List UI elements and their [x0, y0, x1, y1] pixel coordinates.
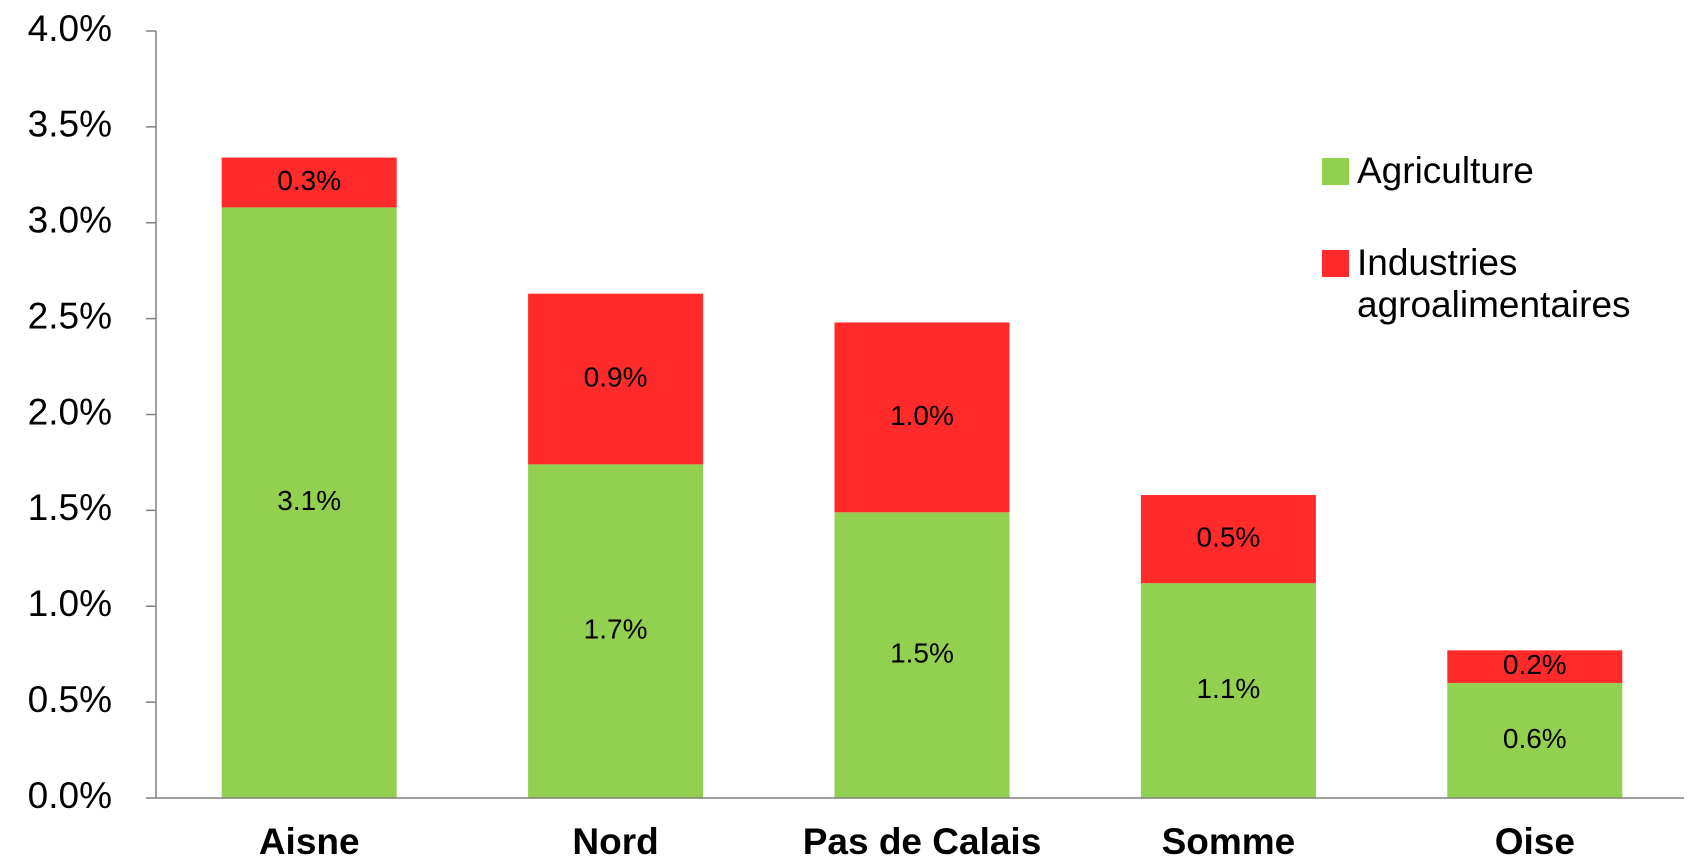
y-tick-label: 1.5% — [28, 487, 112, 528]
bar-segment — [1447, 650, 1623, 683]
legend: Agriculture Industries agroalimentaires — [1322, 150, 1692, 376]
legend-item: Agriculture — [1322, 150, 1692, 192]
data-label: 1.0% — [890, 400, 954, 431]
legend-item: Industries agroalimentaires — [1322, 242, 1692, 326]
bar-segment — [834, 322, 1010, 513]
data-label: 0.9% — [584, 361, 648, 392]
y-tick-label: 3.0% — [28, 200, 112, 241]
bar-segment — [221, 207, 397, 798]
bar-segment — [1140, 583, 1316, 798]
bar-segment — [528, 293, 704, 465]
data-label: 0.2% — [1503, 649, 1567, 680]
data-label: 0.3% — [277, 165, 341, 196]
legend-label: Industries agroalimentaires — [1357, 242, 1631, 325]
x-tick-label: Aisne — [259, 821, 360, 862]
bar-segment — [1140, 495, 1316, 584]
y-tick-label: 2.0% — [28, 391, 112, 432]
legend-swatch — [1322, 250, 1349, 277]
data-label: 1.7% — [584, 614, 648, 645]
y-tick-label: 4.0% — [28, 8, 112, 49]
y-tick-label: 0.0% — [28, 775, 112, 816]
x-tick-label: Pas de Calais — [803, 821, 1042, 862]
bar-segment — [221, 157, 397, 208]
data-label: 0.5% — [1196, 522, 1260, 553]
y-tick-label: 3.5% — [28, 104, 112, 145]
bar-segment — [834, 512, 1010, 798]
bar-segment — [528, 464, 704, 798]
data-label: 0.6% — [1503, 723, 1567, 754]
data-label: 1.1% — [1196, 673, 1260, 704]
data-label: 3.1% — [277, 485, 341, 516]
legend-label: Agriculture — [1357, 150, 1534, 191]
y-tick-label: 0.5% — [28, 679, 112, 720]
x-tick-label: Oise — [1495, 821, 1575, 862]
legend-swatch — [1322, 158, 1349, 185]
bar-segment — [1447, 682, 1623, 798]
x-tick-label: Somme — [1162, 821, 1296, 862]
x-tick-label: Nord — [572, 821, 658, 862]
data-label: 1.5% — [890, 638, 954, 669]
y-tick-label: 2.5% — [28, 295, 112, 336]
y-tick-label: 1.0% — [28, 583, 112, 624]
